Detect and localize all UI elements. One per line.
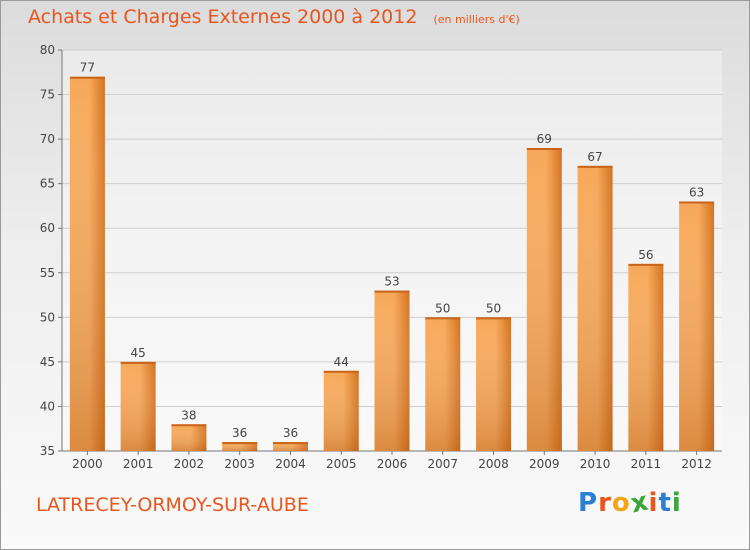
x-tick-label: 2006 — [377, 457, 408, 471]
bar-shade — [374, 290, 410, 451]
bar-shade — [222, 442, 258, 451]
bar-value-label: 50 — [435, 301, 450, 315]
bar-value-label: 56 — [638, 248, 653, 262]
bar-value-label: 77 — [80, 61, 95, 75]
chart-title-text: Achats et Charges Externes 2000 à 2012 — [28, 6, 418, 28]
y-tick-label: 50 — [40, 310, 55, 324]
bar-shade — [323, 370, 359, 451]
logo-letter: i — [671, 488, 682, 518]
x-tick-label: 2008 — [478, 457, 509, 471]
y-tick-label: 60 — [40, 221, 55, 235]
x-tick-label: 2004 — [275, 457, 306, 471]
bar-top-edge — [69, 76, 105, 79]
bar-top-edge — [120, 361, 156, 364]
chart-unit-label: (en milliers d'€) — [433, 13, 520, 26]
x-tick-label: 2000 — [72, 457, 103, 471]
y-tick-label: 75 — [40, 88, 55, 102]
bar-2012 — [679, 201, 715, 451]
bar-2004 — [272, 442, 308, 451]
bar-top-edge — [679, 201, 715, 204]
logo-letter: r — [598, 488, 612, 518]
bar-top-edge — [374, 290, 410, 293]
bar-2009 — [526, 148, 562, 451]
bar-top-edge — [171, 424, 207, 427]
bar-value-label: 63 — [689, 185, 704, 199]
bar-shade — [679, 201, 715, 451]
bar-layer — [69, 76, 715, 451]
bar-top-edge — [628, 263, 664, 266]
chart-title: Achats et Charges Externes 2000 à 2012 (… — [28, 6, 520, 28]
bar-top-edge — [425, 317, 461, 320]
bar-shade — [171, 424, 207, 451]
bar-2005 — [323, 370, 359, 451]
x-tick-label: 2002 — [174, 457, 205, 471]
bar-2003 — [222, 442, 258, 451]
bar-top-edge — [577, 165, 613, 168]
bar-value-label: 36 — [283, 426, 298, 440]
bar-value-label: 36 — [232, 426, 247, 440]
bar-top-edge — [476, 317, 512, 320]
y-tick-label: 40 — [40, 399, 55, 413]
bar-shade — [628, 263, 664, 451]
bar-2011 — [628, 263, 664, 451]
x-tick-label: 2011 — [631, 457, 662, 471]
y-tick-label: 80 — [40, 43, 55, 57]
x-tick-label: 2010 — [580, 457, 611, 471]
bar-value-label: 45 — [131, 346, 146, 360]
bar-2000 — [69, 76, 105, 451]
bar-value-label: 53 — [384, 275, 399, 289]
bar-shade — [425, 317, 461, 451]
bar-2002 — [171, 424, 207, 451]
proxiti-logo: Proxiti — [578, 486, 682, 519]
logo-letter: P — [578, 488, 599, 518]
x-tick-label: 2005 — [326, 457, 357, 471]
commune-name: LATRECEY-ORMOY-SUR-AUBE — [36, 494, 309, 516]
bar-shade — [69, 76, 105, 451]
bar-value-label: 69 — [537, 132, 552, 146]
bar-shade — [272, 442, 308, 451]
logo-letter: t — [658, 488, 672, 518]
x-tick-label: 2012 — [681, 457, 712, 471]
bar-shade — [526, 148, 562, 451]
bar-2010 — [577, 165, 613, 451]
bar-2008 — [476, 317, 512, 451]
bar-value-label: 44 — [334, 355, 349, 369]
y-tick-label: 45 — [40, 355, 55, 369]
bar-shade — [120, 361, 156, 451]
bar-top-edge — [222, 442, 258, 445]
bar-2001 — [120, 361, 156, 451]
bar-2007 — [425, 317, 461, 451]
logo-letter: i — [648, 488, 659, 518]
logo-letter: o — [611, 488, 631, 518]
y-tick-label: 65 — [40, 177, 55, 191]
bar-top-edge — [526, 148, 562, 151]
bar-top-edge — [323, 370, 359, 373]
bar-shade — [577, 165, 613, 451]
x-tick-label: 2003 — [224, 457, 255, 471]
y-tick-label: 70 — [40, 132, 55, 146]
bar-value-label: 67 — [587, 150, 602, 164]
bar-shade — [476, 317, 512, 451]
y-tick-label: 35 — [40, 444, 55, 458]
y-tick-label: 55 — [40, 266, 55, 280]
x-tick-label: 2009 — [529, 457, 560, 471]
bar-value-label: 38 — [181, 408, 196, 422]
bar-top-edge — [272, 442, 308, 445]
bar-value-label: 50 — [486, 301, 501, 315]
x-tick-label: 2007 — [427, 457, 458, 471]
bar-2006 — [374, 290, 410, 451]
label-layer: 77 2000 45 2001 38 2002 36 2003 36 2004 44 2005 53 20… — [72, 61, 712, 471]
x-tick-label: 2001 — [123, 457, 154, 471]
